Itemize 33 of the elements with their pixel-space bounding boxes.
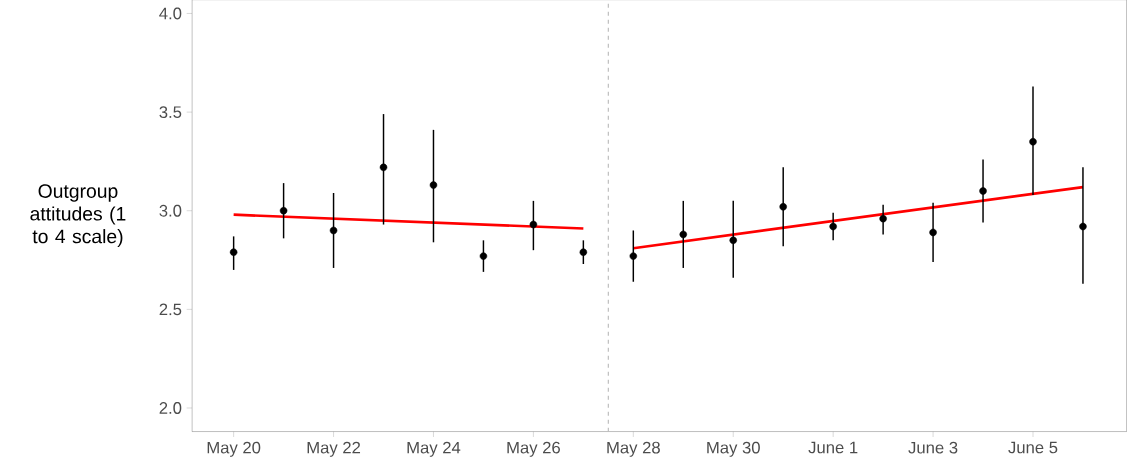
point [829, 222, 837, 231]
y-tick-label: 2.0 [159, 402, 182, 414]
x-tick-label: May 20 [207, 441, 261, 457]
y-tick-label: 2.5 [159, 303, 182, 316]
point [1029, 137, 1037, 146]
x-tick-label: May 24 [407, 441, 461, 457]
point [629, 252, 638, 260]
x-tick-label: May 30 [707, 441, 760, 457]
y-axis-title: Outgroup attitudes (1 to 4 scale) [30, 184, 126, 248]
y-tick-label: 3.5 [159, 106, 182, 119]
point [729, 236, 737, 245]
x-tick-label: June 1 [808, 441, 858, 454]
point [529, 220, 538, 229]
point [229, 248, 238, 256]
point [1079, 222, 1087, 231]
point [679, 230, 688, 239]
x-tick-label: May 22 [307, 441, 361, 457]
x-tick-label: May 26 [507, 441, 560, 457]
point [929, 228, 937, 237]
point [279, 207, 288, 215]
x-tick-label: June 5 [1008, 441, 1058, 454]
point [329, 226, 338, 235]
x-tick-label: May 28 [607, 441, 660, 457]
point [579, 248, 588, 256]
x-tick-label: June 3 [908, 441, 958, 454]
point [779, 203, 787, 211]
y-tick-label: 3.0 [159, 204, 182, 217]
point [479, 252, 488, 260]
point [379, 163, 388, 172]
point [979, 187, 987, 195]
point [879, 214, 887, 223]
point [429, 181, 438, 189]
y-tick-label: 4.0 [159, 7, 182, 20]
